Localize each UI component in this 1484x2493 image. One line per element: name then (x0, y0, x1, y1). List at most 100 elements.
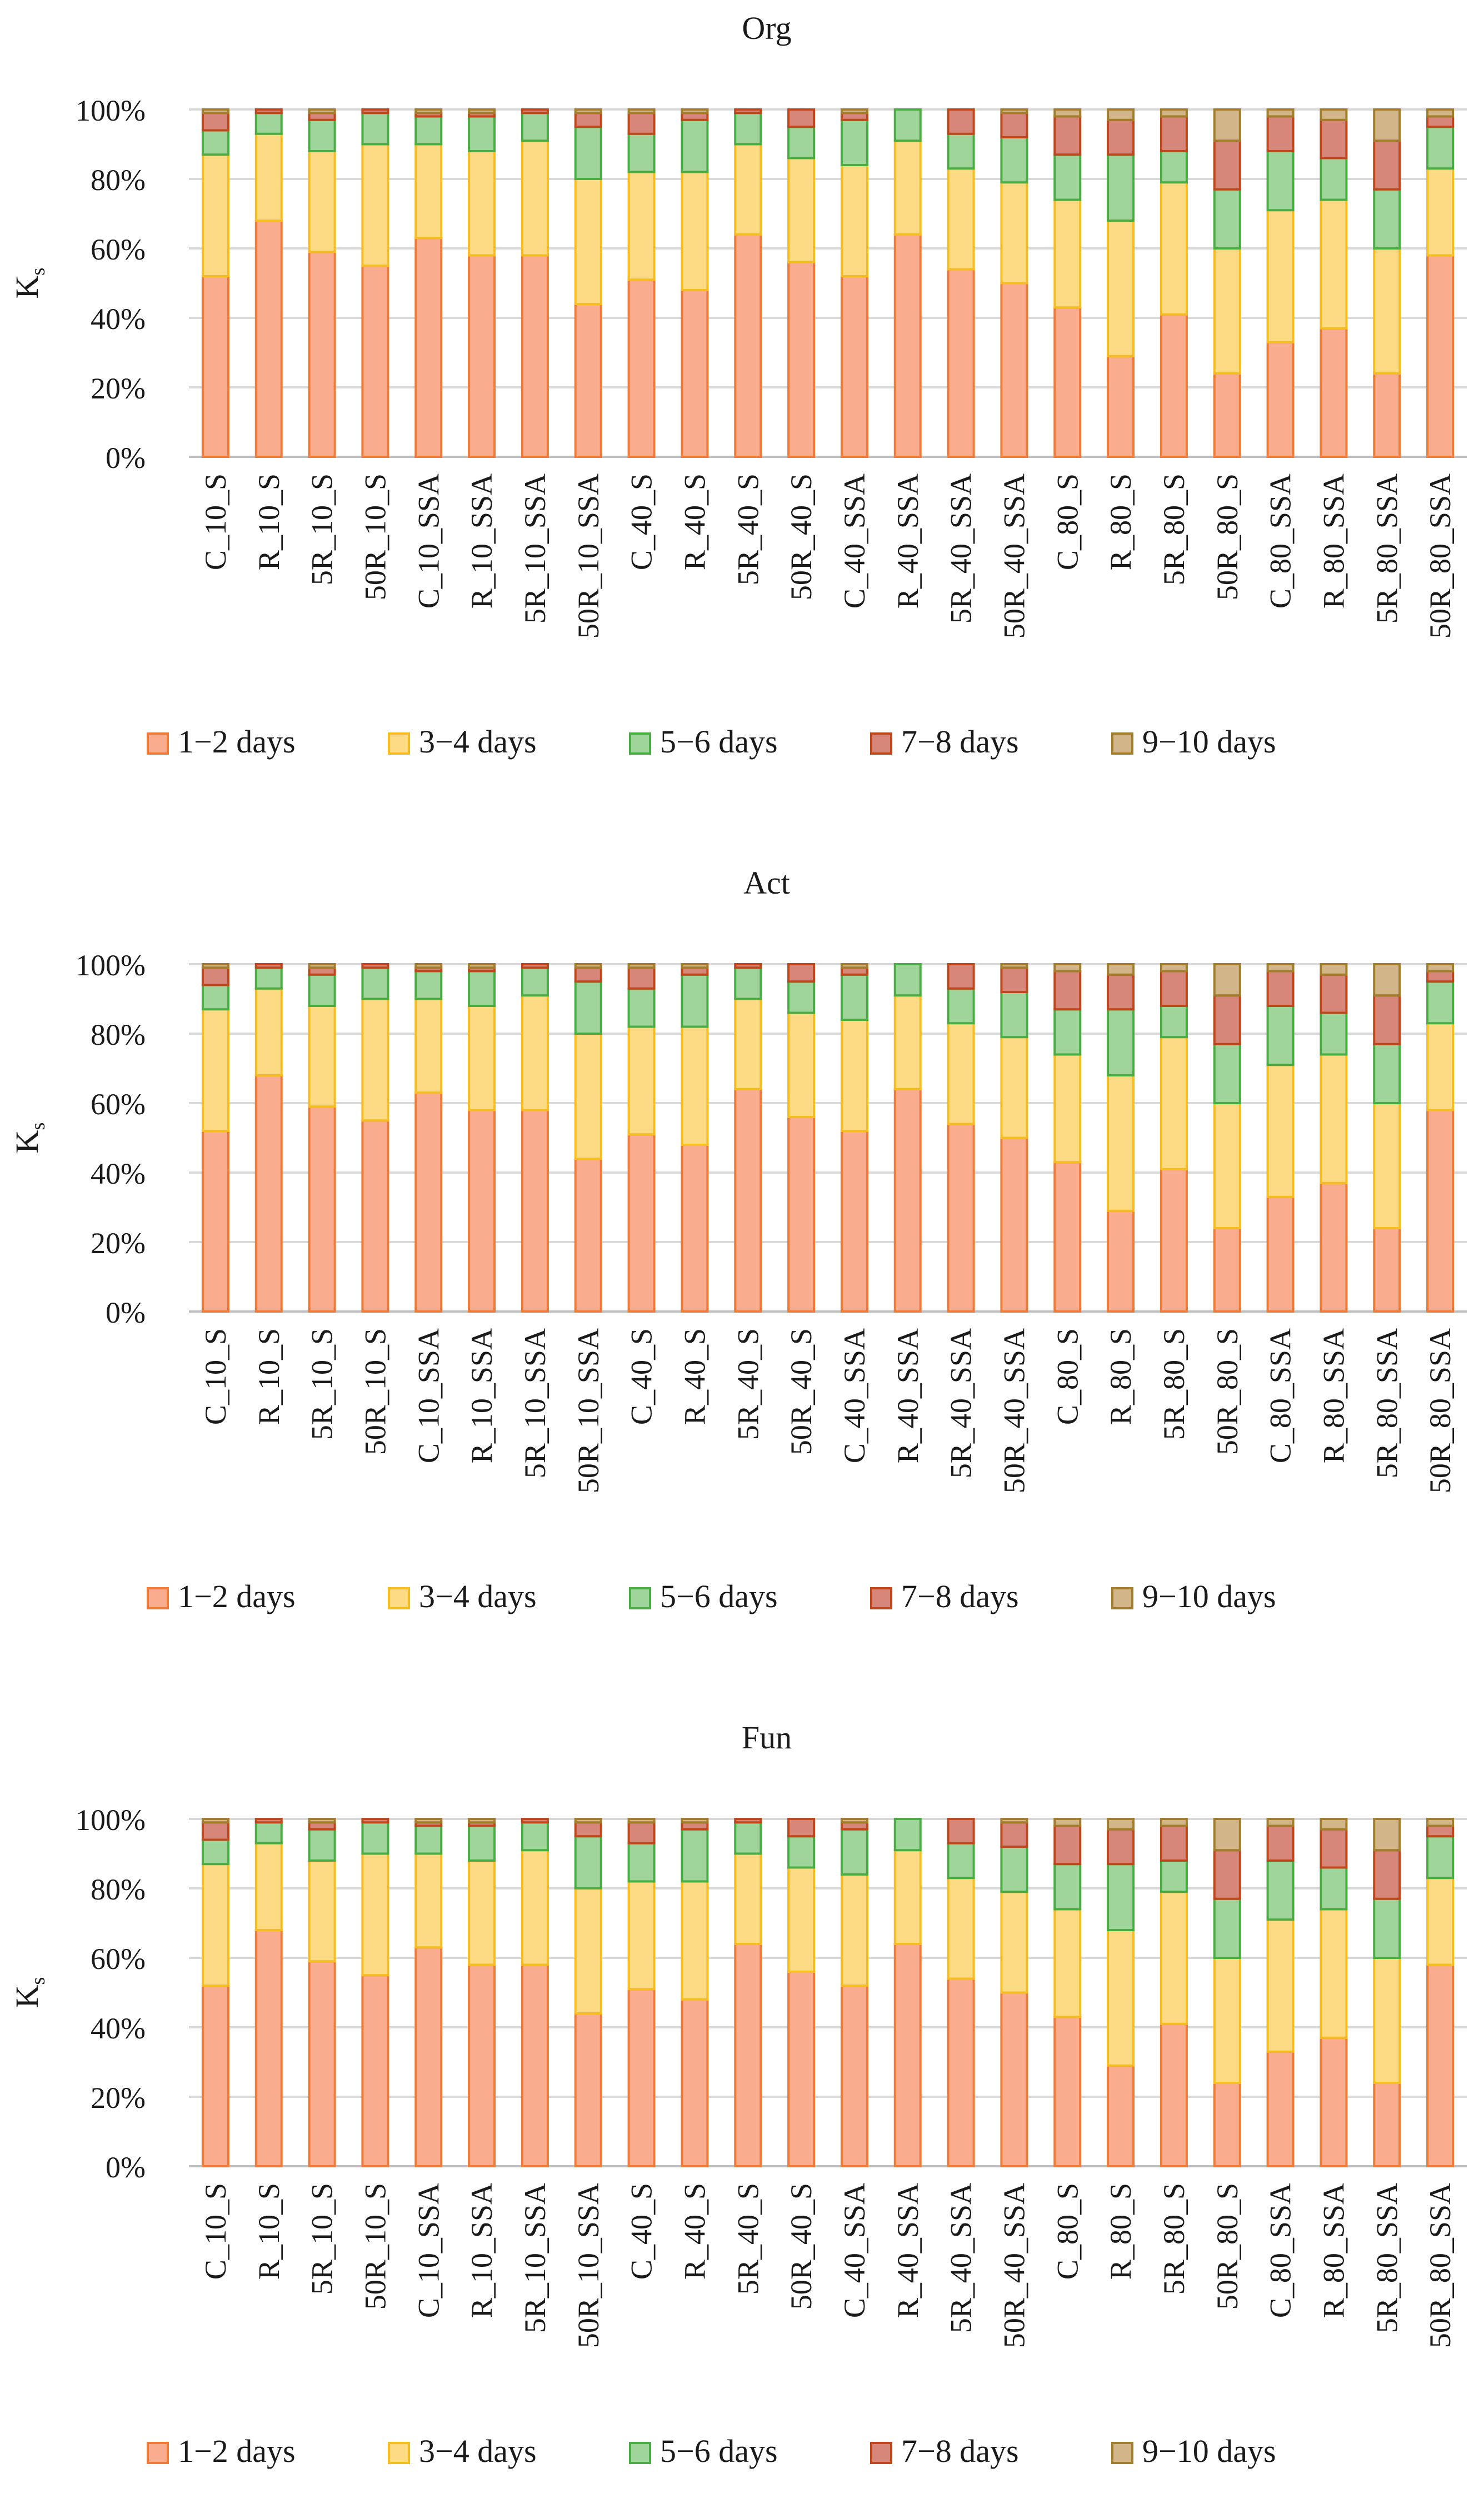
legend-label: 5−6 days (660, 2433, 778, 2469)
x-tick-label: C_10_S (199, 1328, 232, 1425)
bar-segment (1320, 118, 1348, 159)
y-tick-label: 40% (91, 302, 146, 336)
bar-segment (1213, 963, 1241, 997)
bar-segment (1107, 1008, 1135, 1076)
bar-segment (1373, 372, 1401, 458)
bar-segment (1053, 1824, 1082, 1866)
bar-segment (840, 1828, 868, 1876)
bar-segment (681, 973, 709, 1028)
x-tick-label: C_80_SSA (1264, 2183, 1297, 2318)
x-tick-label: 50R_80_S (1211, 2183, 1244, 2310)
bar-segment (414, 1818, 443, 1824)
x-tick-label: 5R_40_SSA (945, 1328, 978, 1478)
bar-segment (681, 108, 709, 114)
bar-segment (627, 108, 656, 114)
bar-segment (361, 143, 389, 267)
y-tick-label: 0% (106, 1296, 146, 1329)
x-tick-label: R_40_SSA (891, 1328, 925, 1463)
bar-segment (734, 108, 762, 114)
bar-segment (414, 108, 443, 114)
bar-segment (308, 150, 336, 253)
bar-segment (1426, 1963, 1455, 2167)
bar-segment (201, 153, 229, 277)
bar-segment (361, 1974, 389, 2167)
bar-segment (1320, 1818, 1348, 1831)
bar-segment (1426, 126, 1455, 170)
bar-segment (1000, 181, 1028, 285)
bar-segment (574, 108, 602, 114)
x-tick-label: R_10_S (252, 2183, 286, 2280)
x-tick-label: 5R_10_S (306, 473, 339, 585)
bar-segment (681, 1025, 709, 1146)
bar-segment (574, 1158, 602, 1313)
y-tick-label: 80% (91, 163, 146, 197)
bar-segment (521, 108, 549, 114)
bar-segment (1000, 136, 1028, 184)
bar-segment (734, 966, 762, 1000)
bar-segment (627, 1821, 656, 1844)
bar-segment (521, 139, 549, 257)
x-tick-label: 5R_10_SSA (518, 473, 552, 624)
bar-segment (681, 1880, 709, 2001)
bar-segment (947, 108, 975, 135)
chart-panel-org: Org Ks 0% 20% 40% 60% 80% 100% C_10_S R_10_S 5R_10… (9, 10, 1467, 760)
bar-segment (1107, 1863, 1135, 1931)
bar-segment (1053, 153, 1082, 201)
bar-segment (1160, 115, 1188, 152)
x-tick-label: 5R_10_S (306, 2183, 339, 2295)
x-tick-label: 50R_10_S (358, 473, 392, 600)
legend-label: 3−4 days (419, 724, 537, 760)
bar-segment (1426, 167, 1455, 257)
x-tick-label: R_40_S (678, 473, 711, 570)
x-tick-label: R_10_S (252, 473, 286, 570)
bar-segment (308, 251, 336, 458)
bar-segment (840, 1985, 868, 2167)
bar-segment (787, 108, 816, 128)
bar-segment (681, 1144, 709, 1313)
bar-segment (1320, 327, 1348, 458)
legend-swatch (147, 2442, 169, 2464)
bar-segment (787, 261, 816, 458)
x-tick-label: R_40_SSA (891, 2183, 925, 2318)
bar-segment (361, 265, 389, 458)
bar-segment (734, 1852, 762, 1945)
y-tick-label: 40% (91, 1157, 146, 1190)
bar-segment (1426, 1824, 1455, 1838)
x-tick-label: 5R_40_SSA (945, 2183, 978, 2333)
x-tick-label: 5R_10_S (306, 1328, 339, 1440)
bar-segment (1053, 1863, 1082, 1911)
x-tick-label: 5R_40_S (731, 473, 765, 585)
bar-segment (947, 268, 975, 458)
x-tick-label: R_10_SSA (465, 2183, 498, 2318)
bar-segment (627, 1133, 656, 1313)
legend-swatch (1111, 2442, 1133, 2464)
bar-segment (1000, 1136, 1028, 1313)
x-tick-label: 5R_10_SSA (518, 1328, 552, 1478)
bar-segment (1373, 963, 1401, 997)
bar-segment (840, 275, 868, 458)
bar-segment (787, 1011, 816, 1118)
bar-segment (1213, 139, 1241, 191)
bar-segment (254, 987, 283, 1076)
bar-segment (254, 220, 283, 458)
x-tick-label: R_80_S (1104, 2183, 1137, 2280)
y-tick-label: 60% (91, 1088, 146, 1121)
bar-segment (574, 966, 602, 983)
bar-segment (254, 1929, 283, 2167)
bar-segment (1266, 963, 1295, 973)
bar-segment (1266, 1818, 1295, 1827)
x-tick-label: R_10_SSA (465, 473, 498, 609)
bar-segment (1000, 1891, 1028, 1994)
bar-segment (1266, 1918, 1295, 2053)
bar-segment (1000, 1036, 1028, 1139)
legend-swatch (870, 1587, 892, 1609)
bar-segment (681, 289, 709, 458)
bar-segment (254, 966, 283, 990)
bar-segment (574, 2012, 602, 2167)
bar-segment (201, 1863, 229, 1987)
bar-segment (468, 1818, 496, 1824)
bar-segment (574, 1887, 602, 2015)
bar-segment (308, 1818, 336, 1824)
x-tick-label: C_40_S (625, 1328, 658, 1425)
bar-segment (1213, 1957, 1241, 2084)
